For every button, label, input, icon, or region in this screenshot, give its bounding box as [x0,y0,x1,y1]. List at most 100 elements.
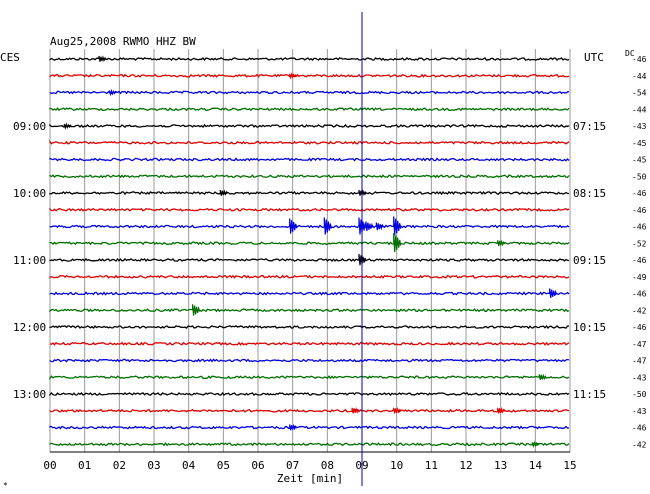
trace-row-14 [49,291,570,296]
x-tick-label-15: 15 [563,459,576,472]
dc-offset-label: -46 [632,206,647,215]
left-time-labels: 09:00 10:00 11:00 12:00 13:00 [13,120,46,401]
x-tick-label-13: 13 [494,459,507,472]
dc-offset-label: -45 [632,156,647,165]
dc-offset-label: -45 [632,139,647,148]
trace-row-6 [49,157,570,162]
event-7 [323,217,332,235]
event-6 [289,218,298,234]
right-timezone-label: UTC [584,51,604,64]
event-22 [531,440,540,449]
trace-row-0 [49,57,570,62]
event-21 [289,423,298,431]
event-16 [192,304,201,316]
x-tick-label-05: 05 [217,459,230,472]
x-axis-ticks: 00 01 02 03 04 05 06 07 08 09 10 11 12 13 14 15 [43,459,576,472]
event-1 [289,72,298,80]
dc-offset-label: -43 [632,373,647,382]
dc-offset-label: -50 [632,390,647,399]
trace-row-21 [49,408,570,413]
trace-row-2 [49,90,570,95]
trace-row-18 [49,358,570,363]
trace-row-9 [49,207,570,212]
event-11 [393,216,402,236]
dc-offset-label: -46 [632,189,647,198]
grid-lines [49,49,571,453]
dc-offset-label: -46 [632,290,647,299]
right-time-label-0815: 08:15 [573,187,606,200]
dc-offset-label: -44 [632,105,647,114]
corner-mark: * [3,481,8,490]
event-20 [497,407,506,414]
dc-offset-label: -47 [632,340,647,349]
dc-header: DC [625,49,635,58]
trace-row-5 [49,139,570,145]
trace-row-3 [49,107,570,112]
x-tick-label-01: 01 [78,459,91,472]
event-4 [219,189,228,196]
x-tick-label-00: 00 [43,459,56,472]
dc-offset-labels: -46 -44 -54 -44 -43 -45 -45 -50 -46 -46 -46 -52 -46 -… [632,55,647,449]
trace-row-20 [49,391,570,397]
event-15 [549,288,558,298]
event-18 [351,407,360,414]
x-tick-label-02: 02 [113,459,126,472]
x-tick-label-11: 11 [425,459,438,472]
trace-row-11 [49,241,570,246]
dc-offset-label: -43 [632,407,647,416]
dc-offset-label: -42 [632,306,647,315]
right-time-label-1115: 11:15 [573,388,606,401]
dc-offset-label: -47 [632,357,647,366]
trace-row-7 [49,174,570,179]
event-2 [108,88,117,97]
trace-row-23 [49,442,570,447]
x-axis-label: Zeit [min] [277,472,343,485]
dc-offset-label: -54 [632,89,647,98]
dc-offset-label: -46 [632,55,647,64]
event-9 [365,221,374,231]
dc-offset-label: -46 [632,323,647,332]
left-time-label-1200: 12:00 [13,321,46,334]
trace-row-15 [49,308,570,313]
dc-offset-label: -50 [632,172,647,181]
dc-offset-label: -42 [632,440,647,449]
event-3 [63,122,72,131]
x-tick-label-03: 03 [147,459,160,472]
left-timezone-label: CES [0,51,20,64]
dc-offset-label: -46 [632,424,647,433]
trace-row-4 [49,123,570,129]
event-13 [497,239,506,247]
right-time-label-0915: 09:15 [573,254,606,267]
x-tick-label-12: 12 [459,459,472,472]
event-10 [375,222,384,231]
event-12 [393,233,402,253]
right-time-label-1015: 10:15 [573,321,606,334]
event-0 [98,55,107,62]
dc-offset-label: -52 [632,239,647,248]
trace-row-19 [49,375,570,381]
dc-offset-label: -46 [632,223,647,232]
left-time-label-0900: 09:00 [13,120,46,133]
x-tick-label-06: 06 [251,459,264,472]
x-tick-label-14: 14 [529,459,543,472]
dc-offset-label: -49 [632,273,647,282]
x-tick-label-08: 08 [321,459,334,472]
left-time-label-1300: 13:00 [13,388,46,401]
trace-row-17 [49,341,570,346]
left-time-label-1100: 11:00 [13,254,46,267]
trace-row-8 [49,190,569,196]
trace-row-13 [49,274,570,279]
trace-row-10 [49,224,570,229]
event-19 [393,407,402,414]
dc-offset-label: -44 [632,72,647,81]
trace-row-1 [49,73,570,78]
dc-offset-label: -46 [632,256,647,265]
x-tick-label-07: 07 [286,459,299,472]
trace-row-16 [49,324,569,330]
left-time-label-1000: 10:00 [13,187,46,200]
events [63,55,558,449]
dc-offset-label: -43 [632,122,647,131]
x-tick-label-04: 04 [182,459,196,472]
right-time-labels: 07:15 08:15 09:15 10:15 11:15 [573,120,606,401]
